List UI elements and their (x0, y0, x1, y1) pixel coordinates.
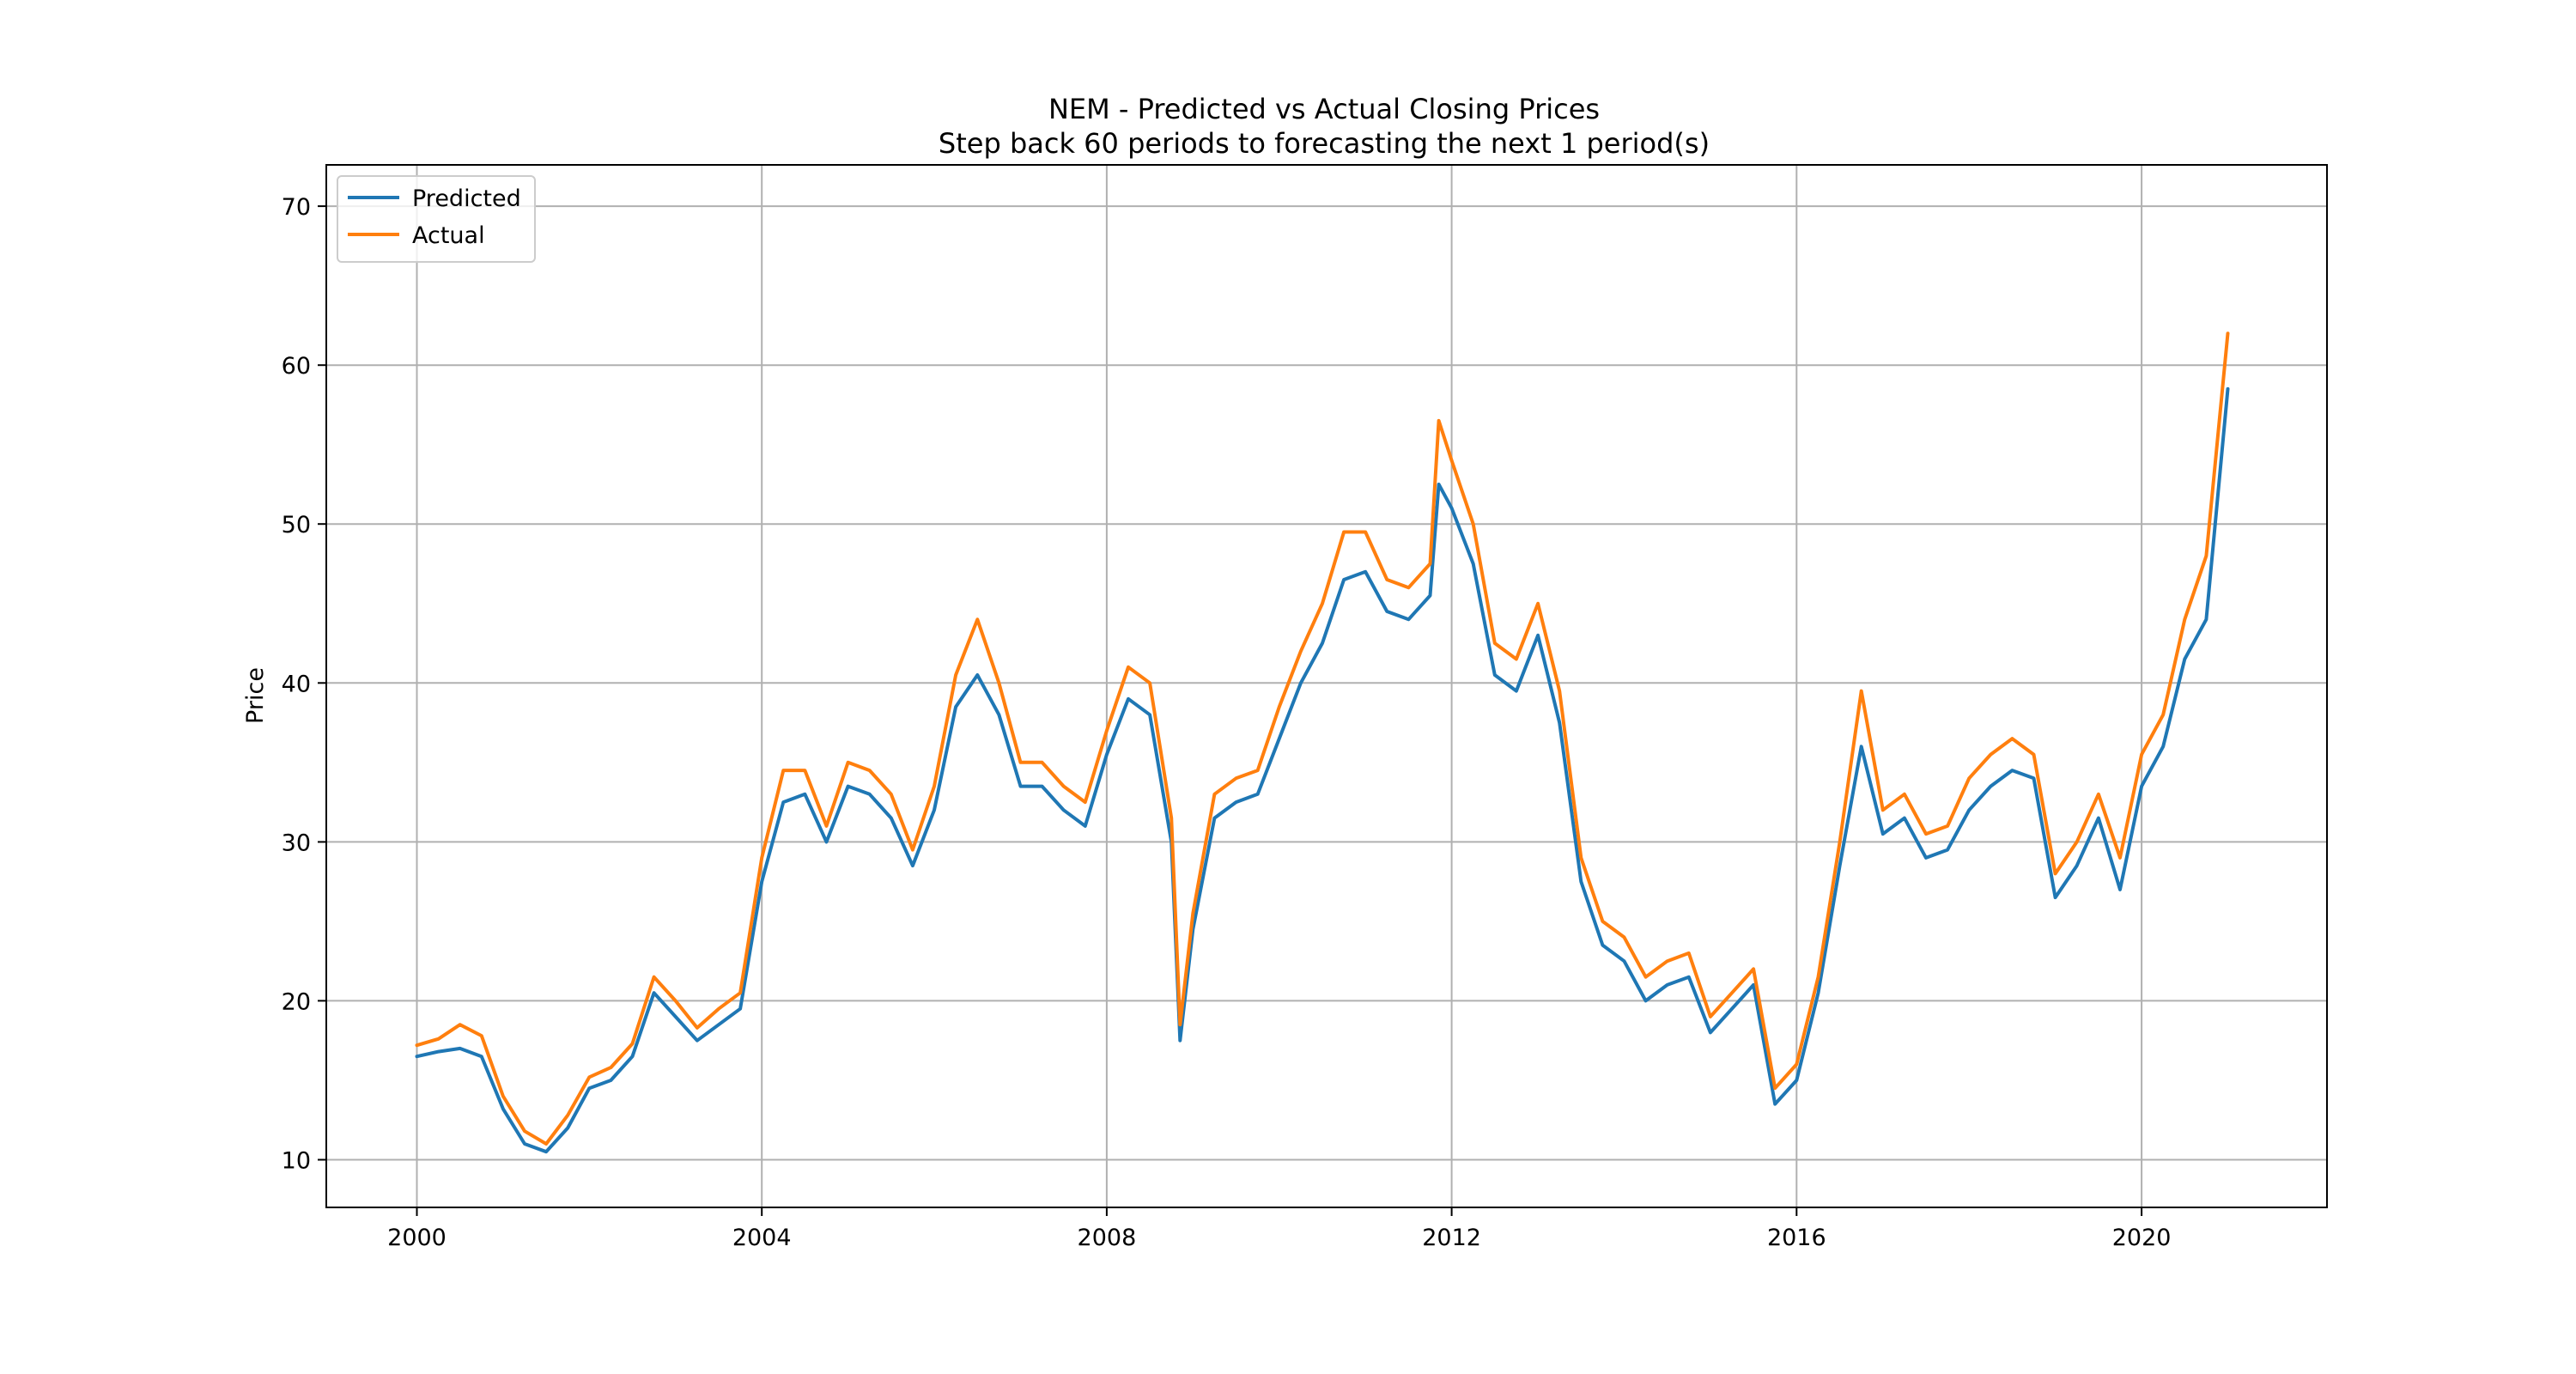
y-tick-label: 10 (282, 1148, 311, 1175)
y-tick-label: 50 (282, 512, 311, 538)
legend-label-predicted: Predicted (412, 185, 521, 212)
plot-frame (325, 164, 2328, 1208)
y-tick-label: 70 (282, 194, 311, 221)
series-group (415, 331, 2230, 1154)
legend: Predicted Actual (337, 175, 536, 263)
x-tick-label: 2000 (387, 1225, 447, 1251)
x-tick-label: 2008 (1078, 1225, 1137, 1251)
series-line-predicted (415, 386, 2230, 1154)
ticks: 2000 2004 2008 2012 2016 2020 10 20 30 40 50 60 70 (282, 194, 2172, 1251)
x-tick-label: 2020 (2112, 1225, 2172, 1251)
y-tick-label: 40 (282, 671, 311, 697)
x-tick-label: 2016 (1767, 1225, 1826, 1251)
chart-title: NEM - Predicted vs Actual Closing Prices (1048, 93, 1600, 125)
y-tick-label: 30 (282, 830, 311, 856)
legend-label-actual: Actual (412, 222, 485, 249)
x-tick-label: 2004 (732, 1225, 792, 1251)
chart-subtitle: Step back 60 periods to forecasting the … (939, 127, 1710, 160)
series-line-actual (415, 331, 2230, 1146)
x-tick-label: 2012 (1422, 1225, 1481, 1251)
y-tick-label: 60 (282, 353, 311, 380)
y-axis-label: Price (242, 667, 269, 724)
y-tick-label: 20 (282, 988, 311, 1015)
